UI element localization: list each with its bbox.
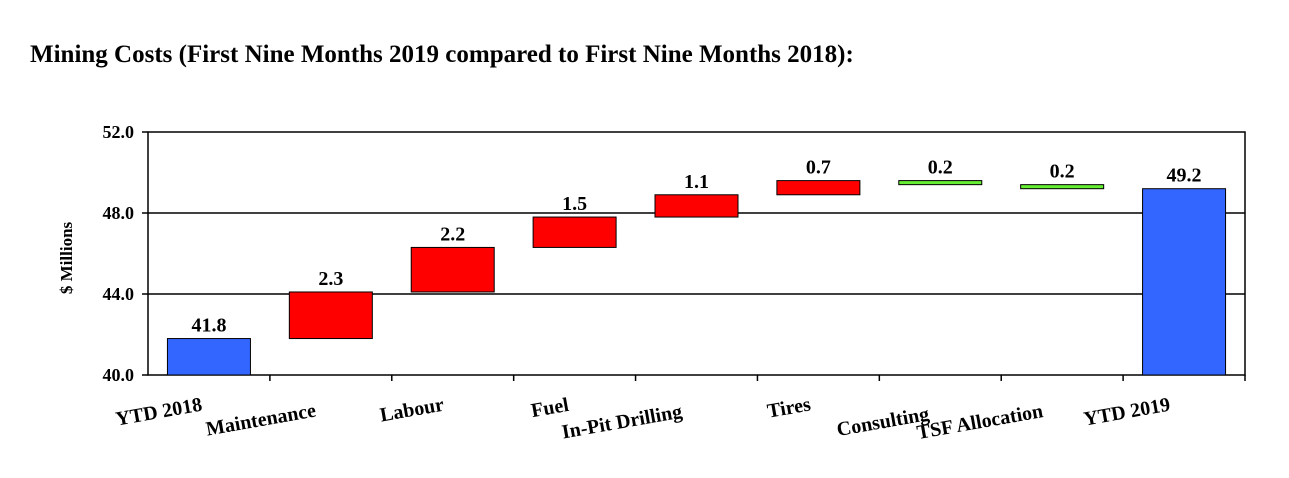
- x-tick-label: Fuel: [529, 394, 570, 422]
- value-label: 2.2: [440, 223, 465, 245]
- bar: [166, 338, 251, 376]
- x-tick-label: TSF Allocation: [915, 400, 1044, 444]
- y-tick-label: 40.0: [103, 365, 135, 385]
- y-tick-label: 48.0: [103, 203, 135, 223]
- plot-frame: [147, 131, 1246, 376]
- value-label: 1.5: [562, 193, 587, 215]
- bar: [1020, 184, 1105, 190]
- value-label: 0.2: [928, 157, 953, 179]
- x-tick-label: Labour: [378, 394, 445, 427]
- x-tick-label: In-Pit Drilling: [560, 401, 684, 444]
- value-label: 0.7: [806, 157, 831, 179]
- bar: [288, 291, 373, 340]
- x-tick-label: Maintenance: [204, 400, 317, 441]
- x-tick-label: Tires: [766, 393, 813, 422]
- bar: [532, 216, 617, 248]
- bar: [776, 180, 861, 196]
- bar: [898, 180, 983, 186]
- page-title: Mining Costs (First Nine Months 2019 com…: [30, 41, 854, 68]
- y-axis-label: $ Millions: [57, 221, 76, 294]
- y-tick-label: 44.0: [103, 284, 135, 304]
- value-label: 41.8: [191, 315, 226, 337]
- value-label: 0.2: [1050, 161, 1075, 183]
- bar: [1142, 188, 1227, 376]
- bar: [410, 246, 495, 293]
- y-tick-label: 52.0: [103, 122, 135, 142]
- x-tick-label: YTD 2018: [114, 394, 204, 431]
- value-label: 1.1: [684, 171, 709, 193]
- x-tick-label: YTD 2019: [1082, 394, 1172, 431]
- bar: [654, 194, 739, 218]
- value-label: 2.3: [318, 268, 343, 290]
- value-label: 49.2: [1167, 165, 1202, 187]
